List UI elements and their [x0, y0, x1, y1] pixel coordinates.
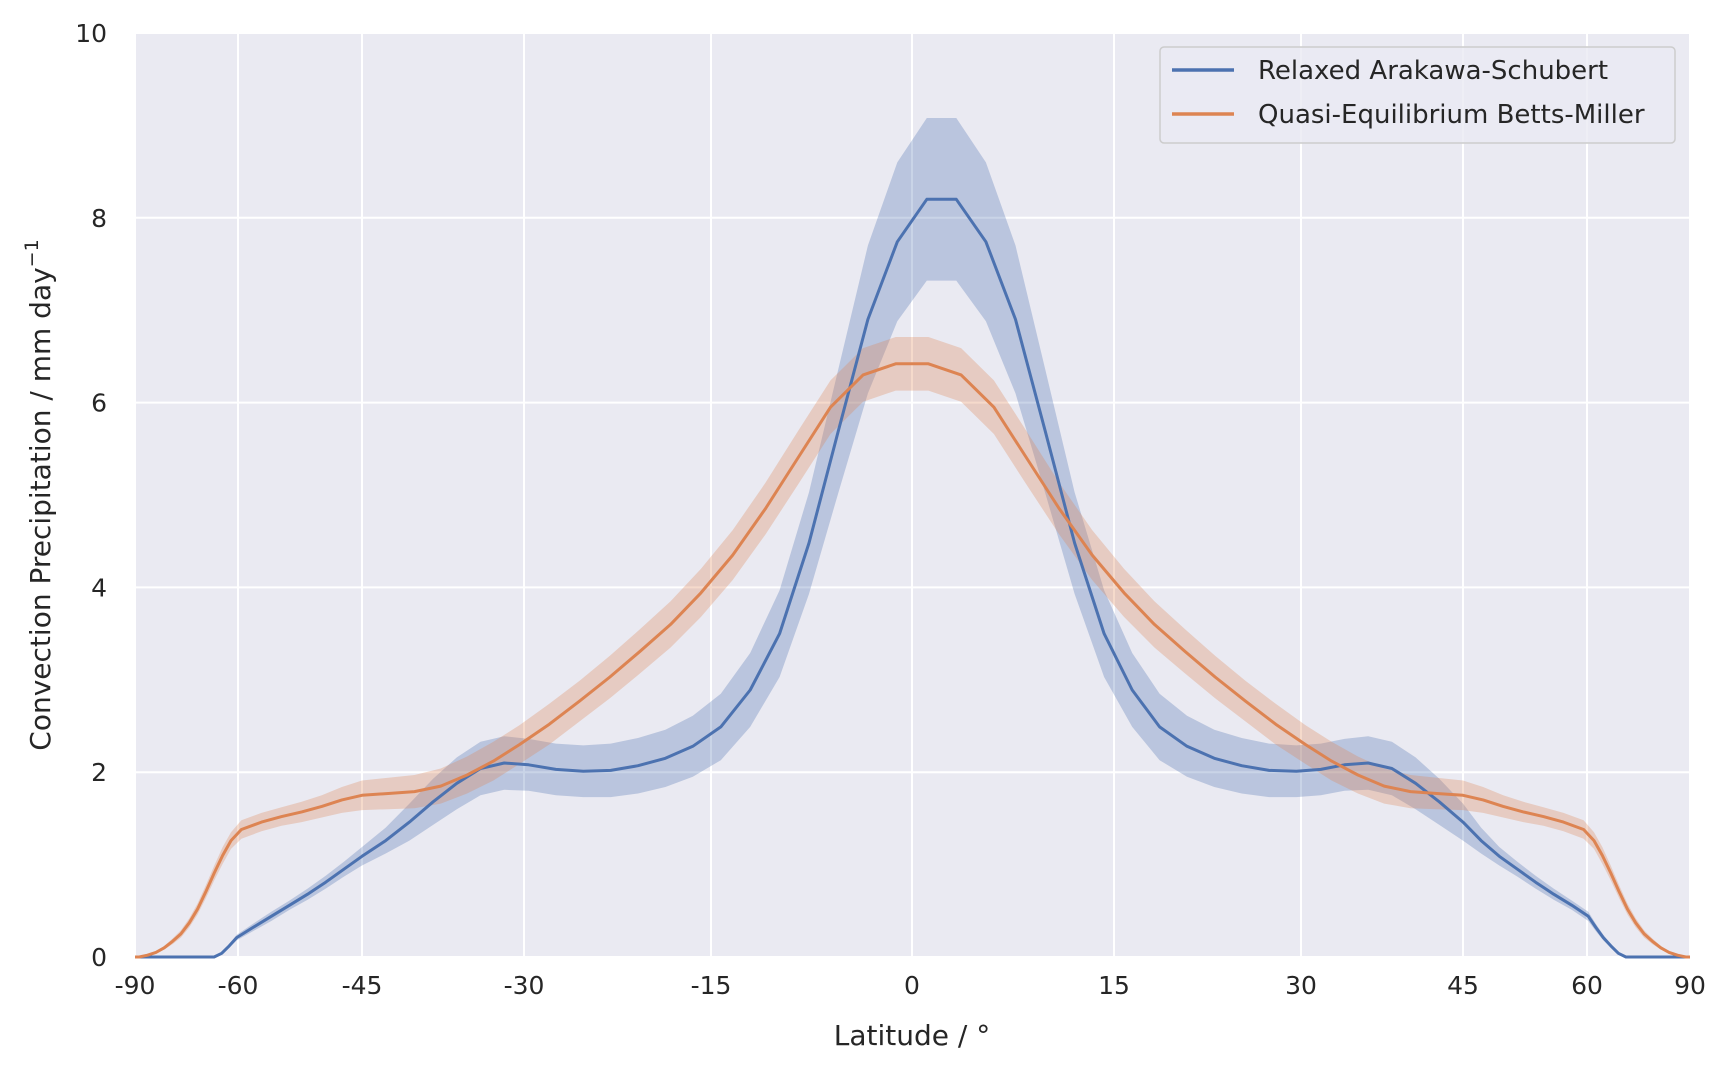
- x-tick-label: 45: [1447, 971, 1479, 1000]
- y-tick-labels: 0 2 4 6 8 10: [75, 19, 107, 972]
- x-tick-label: -15: [691, 971, 732, 1000]
- x-tick-label: 90: [1674, 971, 1706, 1000]
- x-tick-label: 0: [904, 971, 920, 1000]
- line-relaxed-arakawa-schubert: [135, 197, 1690, 959]
- y-tick-label: 4: [91, 573, 107, 602]
- y-axis-label-exponent: −1: [21, 239, 43, 267]
- y-tick-label: 10: [75, 19, 107, 48]
- x-tick-label: -30: [504, 971, 545, 1000]
- x-tick-label: 60: [1571, 971, 1603, 1000]
- x-axis-label: Latitude / °: [834, 1019, 990, 1052]
- x-tick-label: 15: [1098, 971, 1130, 1000]
- confidence-bands: [138, 118, 1687, 957]
- x-tick-labels: -90 -60 -45 -30 -15 0 15 30 45 60 90: [115, 971, 1706, 1000]
- legend[interactable]: Relaxed Arakawa-Schubert Quasi-Equilibri…: [1159, 46, 1676, 144]
- y-tick-label: 6: [91, 389, 107, 418]
- legend-label-relaxed-arakawa-schubert: Relaxed Arakawa-Schubert: [1258, 56, 1608, 86]
- legend-label-quasi-equilibrium-betts-miller: Quasi-Equilibrium Betts-Miller: [1258, 100, 1645, 130]
- y-axis-label: Convection Precipitation / mm day−1: [21, 239, 57, 750]
- band-relaxed-arakawa-schubert: [138, 118, 1687, 957]
- grid: [134, 32, 1691, 958]
- x-tick-label: -45: [342, 971, 383, 1000]
- x-tick-label: 30: [1285, 971, 1317, 1000]
- x-tick-label: -90: [115, 971, 156, 1000]
- line-quasi-equilibrium-betts-miller: [135, 362, 1690, 959]
- legend-frame: [1159, 46, 1676, 144]
- series-lines: [135, 197, 1690, 959]
- y-tick-label: 2: [91, 758, 107, 787]
- y-tick-label: 0: [91, 943, 107, 972]
- y-axis-label-main: Convection Precipitation / mm day: [24, 267, 57, 750]
- x-tick-label: -60: [218, 971, 259, 1000]
- y-tick-label: 8: [91, 204, 107, 233]
